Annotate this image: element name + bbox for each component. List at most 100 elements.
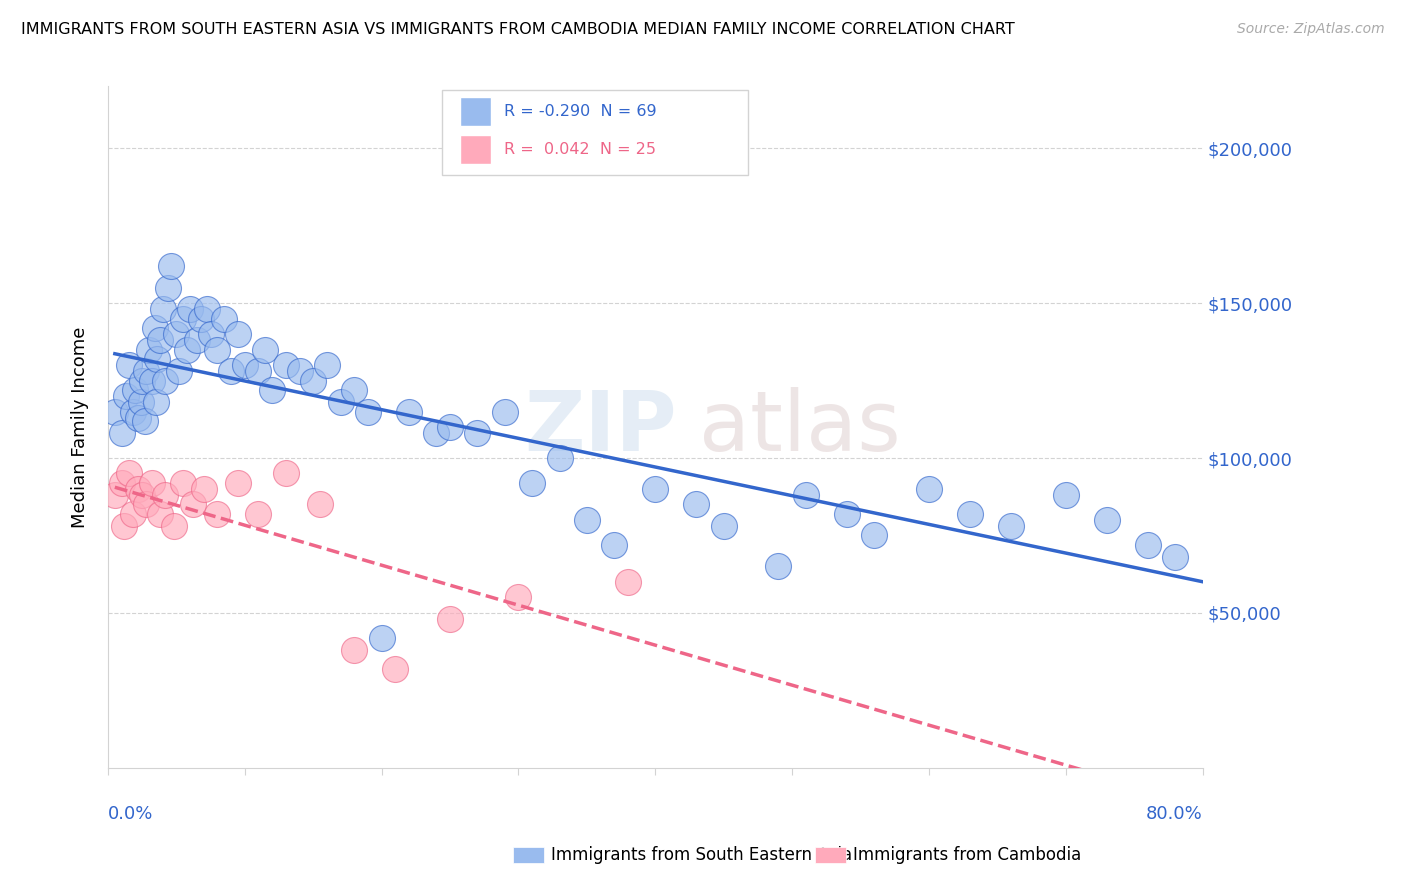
Text: Immigrants from South Eastern Asia: Immigrants from South Eastern Asia xyxy=(551,847,852,864)
Text: IMMIGRANTS FROM SOUTH EASTERN ASIA VS IMMIGRANTS FROM CAMBODIA MEDIAN FAMILY INC: IMMIGRANTS FROM SOUTH EASTERN ASIA VS IM… xyxy=(21,22,1015,37)
Y-axis label: Median Family Income: Median Family Income xyxy=(72,326,89,528)
Point xyxy=(713,519,735,533)
Text: 0.0%: 0.0% xyxy=(108,805,153,823)
Point xyxy=(548,450,571,465)
Point xyxy=(160,259,183,273)
Point xyxy=(146,351,169,366)
Point xyxy=(141,475,163,490)
Point xyxy=(135,364,157,378)
Point xyxy=(112,519,135,533)
Point xyxy=(768,559,790,574)
Point xyxy=(214,311,236,326)
Point xyxy=(329,395,352,409)
Point xyxy=(127,410,149,425)
Point xyxy=(163,519,186,533)
Point xyxy=(200,327,222,342)
Point xyxy=(138,343,160,357)
Point xyxy=(172,311,194,326)
Text: ZIP: ZIP xyxy=(524,386,678,467)
Point xyxy=(1136,538,1159,552)
Point xyxy=(835,507,858,521)
Point xyxy=(135,498,157,512)
Point xyxy=(439,420,461,434)
Point xyxy=(343,383,366,397)
Point xyxy=(247,507,270,521)
Point xyxy=(863,528,886,542)
Point xyxy=(398,404,420,418)
Point xyxy=(127,482,149,496)
Point xyxy=(172,475,194,490)
Point xyxy=(439,612,461,626)
Text: atlas: atlas xyxy=(699,386,901,467)
Point xyxy=(425,426,447,441)
Point xyxy=(1000,519,1022,533)
Point xyxy=(794,488,817,502)
Point xyxy=(343,643,366,657)
Point xyxy=(131,488,153,502)
Point xyxy=(384,662,406,676)
Point xyxy=(226,327,249,342)
Point xyxy=(104,404,127,418)
Point xyxy=(233,358,256,372)
Point xyxy=(617,574,640,589)
Point xyxy=(207,507,229,521)
Point xyxy=(179,302,201,317)
Point xyxy=(181,498,204,512)
Text: R =  0.042  N = 25: R = 0.042 N = 25 xyxy=(505,142,657,157)
Point xyxy=(149,507,172,521)
Point xyxy=(157,280,180,294)
Point xyxy=(302,374,325,388)
Point xyxy=(370,631,392,645)
Point xyxy=(575,513,598,527)
Text: R = -0.290  N = 69: R = -0.290 N = 69 xyxy=(505,104,657,120)
FancyBboxPatch shape xyxy=(460,135,491,164)
Point xyxy=(134,414,156,428)
Point xyxy=(167,364,190,378)
Point xyxy=(262,383,284,397)
Point xyxy=(1054,488,1077,502)
Point xyxy=(117,467,139,481)
Point xyxy=(155,488,177,502)
Point xyxy=(274,467,297,481)
Point xyxy=(155,374,177,388)
Point xyxy=(141,374,163,388)
Point xyxy=(121,507,143,521)
Point xyxy=(124,383,146,397)
Point xyxy=(288,364,311,378)
Point xyxy=(193,482,215,496)
Point xyxy=(165,327,187,342)
Point xyxy=(644,482,666,496)
Point xyxy=(195,302,218,317)
Point xyxy=(152,302,174,317)
Point xyxy=(143,321,166,335)
Text: Immigrants from Cambodia: Immigrants from Cambodia xyxy=(853,847,1081,864)
Point xyxy=(117,358,139,372)
Point xyxy=(121,404,143,418)
Point xyxy=(1164,550,1187,565)
Point xyxy=(186,334,208,348)
Point xyxy=(104,488,127,502)
Point xyxy=(131,374,153,388)
Point xyxy=(207,343,229,357)
Point xyxy=(959,507,981,521)
Text: 80.0%: 80.0% xyxy=(1146,805,1202,823)
Point xyxy=(176,343,198,357)
Point xyxy=(226,475,249,490)
Point xyxy=(309,498,332,512)
Point xyxy=(114,389,136,403)
Point xyxy=(190,311,212,326)
Point xyxy=(494,404,516,418)
Point xyxy=(520,475,543,490)
Point xyxy=(254,343,277,357)
Point xyxy=(149,334,172,348)
Point xyxy=(467,426,489,441)
Point xyxy=(145,395,167,409)
Point xyxy=(1095,513,1118,527)
Point xyxy=(111,475,134,490)
Point xyxy=(316,358,339,372)
Point xyxy=(918,482,941,496)
Point xyxy=(129,395,152,409)
Text: Source: ZipAtlas.com: Source: ZipAtlas.com xyxy=(1237,22,1385,37)
Point xyxy=(508,591,530,605)
Point xyxy=(219,364,242,378)
